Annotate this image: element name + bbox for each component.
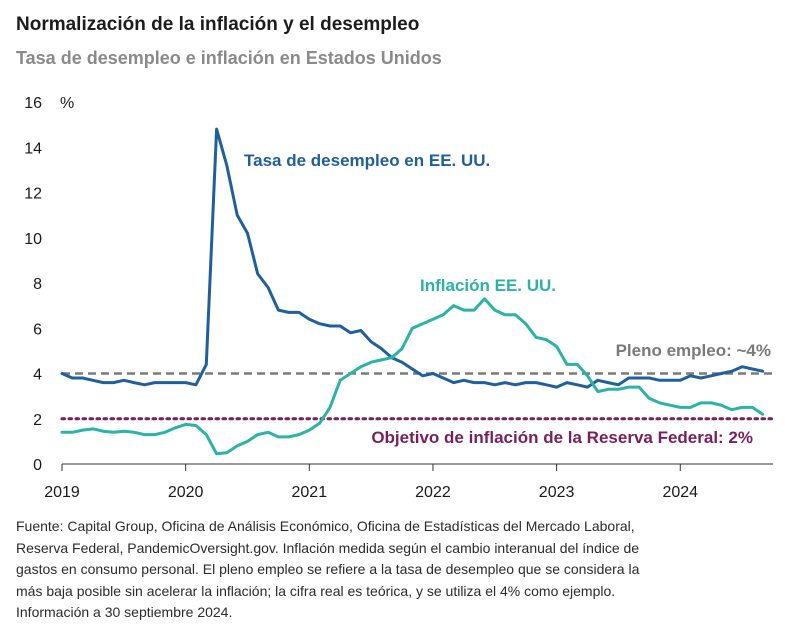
y-axis-unit: %: [60, 95, 74, 112]
y-tick-label: 10: [24, 231, 42, 248]
footnote-line: más baja posible sin acelerar la inflaci…: [16, 582, 616, 599]
x-tick-label: 2023: [539, 484, 575, 501]
inflation-series-label: Inflación EE. UU.: [420, 276, 556, 295]
x-tick-label: 2020: [168, 484, 204, 501]
footnote-line: Información a 30 septiembre 2024.: [16, 604, 233, 620]
chart-labels: Tasa de desempleo en EE. UU. Inflación EE…: [244, 151, 771, 447]
chart-subtitle: Tasa de desempleo e inflación en Estados…: [16, 48, 442, 68]
y-tick-label: 6: [33, 321, 42, 338]
x-tick-label: 2019: [44, 484, 80, 501]
x-tick-label: 2021: [292, 484, 328, 501]
x-tick-label: 2022: [415, 484, 451, 501]
y-tick-label: 14: [24, 140, 42, 157]
footnote: Fuente: Capital Group, Oficina de Anális…: [16, 516, 776, 624]
chart-title: Normalización de la inflación y el desem…: [16, 14, 420, 35]
footnote-line: gastos en consumo personal. El pleno emp…: [16, 561, 640, 577]
y-tick-label: 2: [33, 412, 42, 429]
y-tick-label: 8: [33, 276, 42, 293]
footnote-line: Reserva Federal, PandemicOversight.gov. …: [16, 539, 640, 556]
y-tick-label: 4: [33, 367, 42, 384]
y-tick-label: 12: [24, 186, 42, 203]
y-tick-label: 16: [24, 95, 42, 112]
footnote-line: Fuente: Capital Group, Oficina de Anális…: [16, 518, 635, 534]
inflation-line: [60, 297, 765, 456]
full-employment-label: Pleno empleo: ~4%: [616, 341, 771, 360]
y-tick-label: 0: [33, 457, 42, 474]
x-tick-label: 2024: [662, 484, 698, 501]
unemployment-series-label: Tasa de desempleo en EE. UU.: [244, 151, 490, 170]
x-axis: 2019 2020 2021 2022 2023 2024: [44, 463, 773, 501]
inflation-target-label: Objetivo de inflación de la Reserva Fede…: [371, 428, 753, 447]
unemployment-line: [60, 127, 765, 389]
y-axis: 0 2 4 6 8 10 12 14 16%: [24, 95, 74, 474]
series-lines: [60, 127, 765, 456]
